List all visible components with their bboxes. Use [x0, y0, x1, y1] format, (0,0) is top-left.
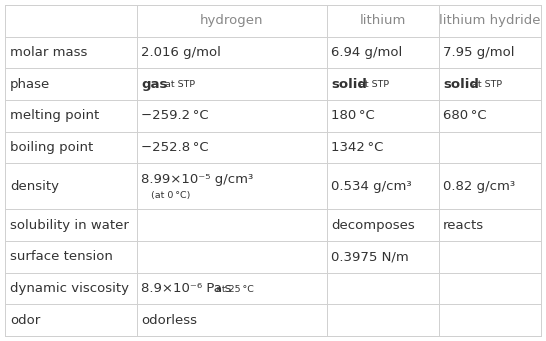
Text: 7.95 g/mol: 7.95 g/mol — [443, 46, 515, 59]
Text: surface tension: surface tension — [10, 250, 112, 263]
Text: 180 °C: 180 °C — [331, 109, 375, 122]
Text: 0.3975 N/m: 0.3975 N/m — [331, 250, 408, 263]
Text: solubility in water: solubility in water — [10, 219, 129, 232]
Text: 8.9×10⁻⁶ Pa s: 8.9×10⁻⁶ Pa s — [141, 282, 232, 295]
Text: hydrogen: hydrogen — [200, 14, 263, 27]
Text: 6.94 g/mol: 6.94 g/mol — [331, 46, 402, 59]
Text: at STP: at STP — [472, 80, 502, 89]
Text: 680 °C: 680 °C — [443, 109, 487, 122]
Text: molar mass: molar mass — [10, 46, 87, 59]
Text: 2.016 g/mol: 2.016 g/mol — [141, 46, 221, 59]
Text: −252.8 °C: −252.8 °C — [141, 141, 209, 154]
Text: dynamic viscosity: dynamic viscosity — [10, 282, 129, 295]
Text: at STP: at STP — [359, 80, 389, 89]
Text: solid: solid — [331, 78, 367, 91]
Text: boiling point: boiling point — [10, 141, 93, 154]
Text: 0.82 g/cm³: 0.82 g/cm³ — [443, 180, 515, 193]
Text: odor: odor — [10, 314, 40, 327]
Text: melting point: melting point — [10, 109, 99, 122]
Text: at 25 °C: at 25 °C — [216, 284, 254, 294]
Text: at STP: at STP — [165, 80, 195, 89]
Text: odorless: odorless — [141, 314, 197, 327]
Text: decomposes: decomposes — [331, 219, 414, 232]
Text: 8.99×10⁻⁵ g/cm³: 8.99×10⁻⁵ g/cm³ — [141, 174, 253, 187]
Text: phase: phase — [10, 78, 50, 91]
Text: gas: gas — [141, 78, 167, 91]
Text: reacts: reacts — [443, 219, 484, 232]
Text: lithium: lithium — [359, 14, 406, 27]
Text: (at 0 °C): (at 0 °C) — [151, 191, 190, 200]
Text: density: density — [10, 180, 59, 193]
Text: lithium hydride: lithium hydride — [439, 14, 541, 27]
Text: −259.2 °C: −259.2 °C — [141, 109, 209, 122]
Text: solid: solid — [443, 78, 479, 91]
Text: 0.534 g/cm³: 0.534 g/cm³ — [331, 180, 412, 193]
Text: 1342 °C: 1342 °C — [331, 141, 383, 154]
